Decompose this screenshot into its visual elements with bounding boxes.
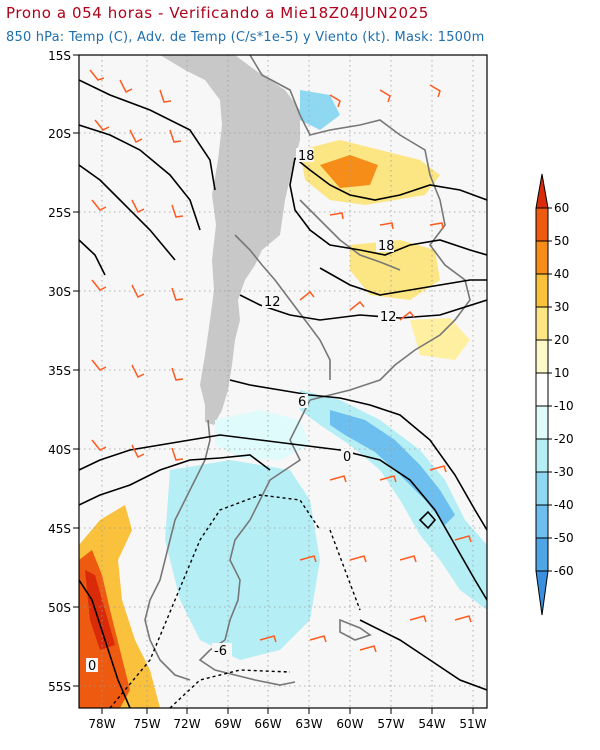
- map-subtitle: 850 hPa: Temp (C), Adv. de Temp (C/s*1e-…: [6, 30, 485, 45]
- lat-label: 15S: [48, 49, 71, 63]
- lon-label: 78W: [88, 717, 115, 731]
- cold-advection-band: [300, 390, 487, 610]
- colorbar: 60 50 40 30 20 10 -10 -20 -30 -40 -50 -6…: [535, 173, 574, 616]
- colorbar-label: 50: [554, 234, 569, 248]
- colorbar-label: 40: [554, 267, 569, 281]
- warm-advection-patch: [410, 318, 470, 360]
- isotherms: [79, 79, 487, 708]
- colorbar-label: 20: [554, 333, 569, 347]
- wind-barbs: [89, 69, 472, 653]
- contour-label: -6: [214, 644, 227, 659]
- cold-advection-patagonia: [165, 460, 320, 660]
- contour-label: 0: [88, 659, 96, 674]
- lon-label: 51W: [459, 717, 486, 731]
- lon-label: 75W: [133, 717, 160, 731]
- contour-label: 12: [380, 310, 397, 325]
- warm-advection-ne-core: [320, 155, 378, 188]
- colorbar-segment: [536, 505, 548, 538]
- lat-lon-grid: [79, 55, 487, 708]
- colorbar-label: -30: [554, 465, 574, 479]
- map-frame: [78, 54, 488, 709]
- colorbar-segment: [536, 340, 548, 373]
- colorbar-segment: [536, 472, 548, 505]
- colorbar-segment: [536, 274, 548, 307]
- colorbar-segment: [536, 439, 548, 472]
- lat-label: 35S: [48, 364, 71, 378]
- colorbar-segment: [536, 307, 548, 340]
- lat-label: 40S: [48, 443, 71, 457]
- colorbar-label: 30: [554, 300, 569, 314]
- lat-label: 55S: [48, 680, 71, 694]
- terrain-mask: [160, 55, 300, 425]
- lat-label: 30S: [48, 285, 71, 299]
- colorbar-label: 60: [554, 201, 569, 215]
- lon-label: 60W: [336, 717, 363, 731]
- colorbar-segment: [536, 406, 548, 439]
- contour-label: 18: [378, 239, 395, 254]
- colorbar-bottom-arrow: [536, 571, 548, 615]
- contour-label: 6: [298, 395, 306, 410]
- colorbar-top-arrow: [536, 174, 548, 208]
- lon-label: 69W: [214, 717, 241, 731]
- warm-advection-sw-peak: [85, 570, 115, 650]
- colorbar-segment: [536, 208, 548, 241]
- colorbar-segment: [536, 538, 548, 571]
- colorbar-label: -50: [554, 531, 574, 545]
- contour-labels: 18 18 12 12 6 0 0 -6: [86, 148, 397, 674]
- colorbar-segment: [536, 373, 548, 406]
- longitude-labels: 78W 75W 72W 69W 66W 63W 60W 57W 54W 51W: [88, 717, 486, 731]
- cold-advection-patch: [300, 90, 340, 130]
- lon-label: 72W: [173, 717, 200, 731]
- lat-label: 45S: [48, 522, 71, 536]
- colorbar-label: -10: [554, 399, 574, 413]
- latitude-labels: 15S 20S 25S 30S 35S 40S 45S 50S 55S: [48, 49, 71, 694]
- lon-label: 66W: [254, 717, 281, 731]
- contour-label: 12: [264, 295, 281, 310]
- lon-label: 57W: [377, 717, 404, 731]
- axis-ticks: [73, 54, 474, 714]
- lat-label: 25S: [48, 206, 71, 220]
- map-title: Prono a 054 horas - Verificando a Mie18Z…: [6, 4, 429, 22]
- colorbar-label: -40: [554, 498, 574, 512]
- colorbar-label: -60: [554, 564, 574, 578]
- colorbar-label: 10: [554, 366, 569, 380]
- lon-label: 54W: [418, 717, 445, 731]
- lon-label: 63W: [295, 717, 322, 731]
- cold-advection-center: [215, 410, 310, 460]
- colorbar-label: -20: [554, 432, 574, 446]
- warm-advection-east: [350, 240, 440, 300]
- colorbar-segment: [536, 241, 548, 274]
- lat-label: 50S: [48, 601, 71, 615]
- contour-label: 18: [298, 149, 315, 164]
- lat-label: 20S: [48, 127, 71, 141]
- contour-label: 0: [343, 450, 351, 465]
- isotherms-negative: [109, 494, 361, 708]
